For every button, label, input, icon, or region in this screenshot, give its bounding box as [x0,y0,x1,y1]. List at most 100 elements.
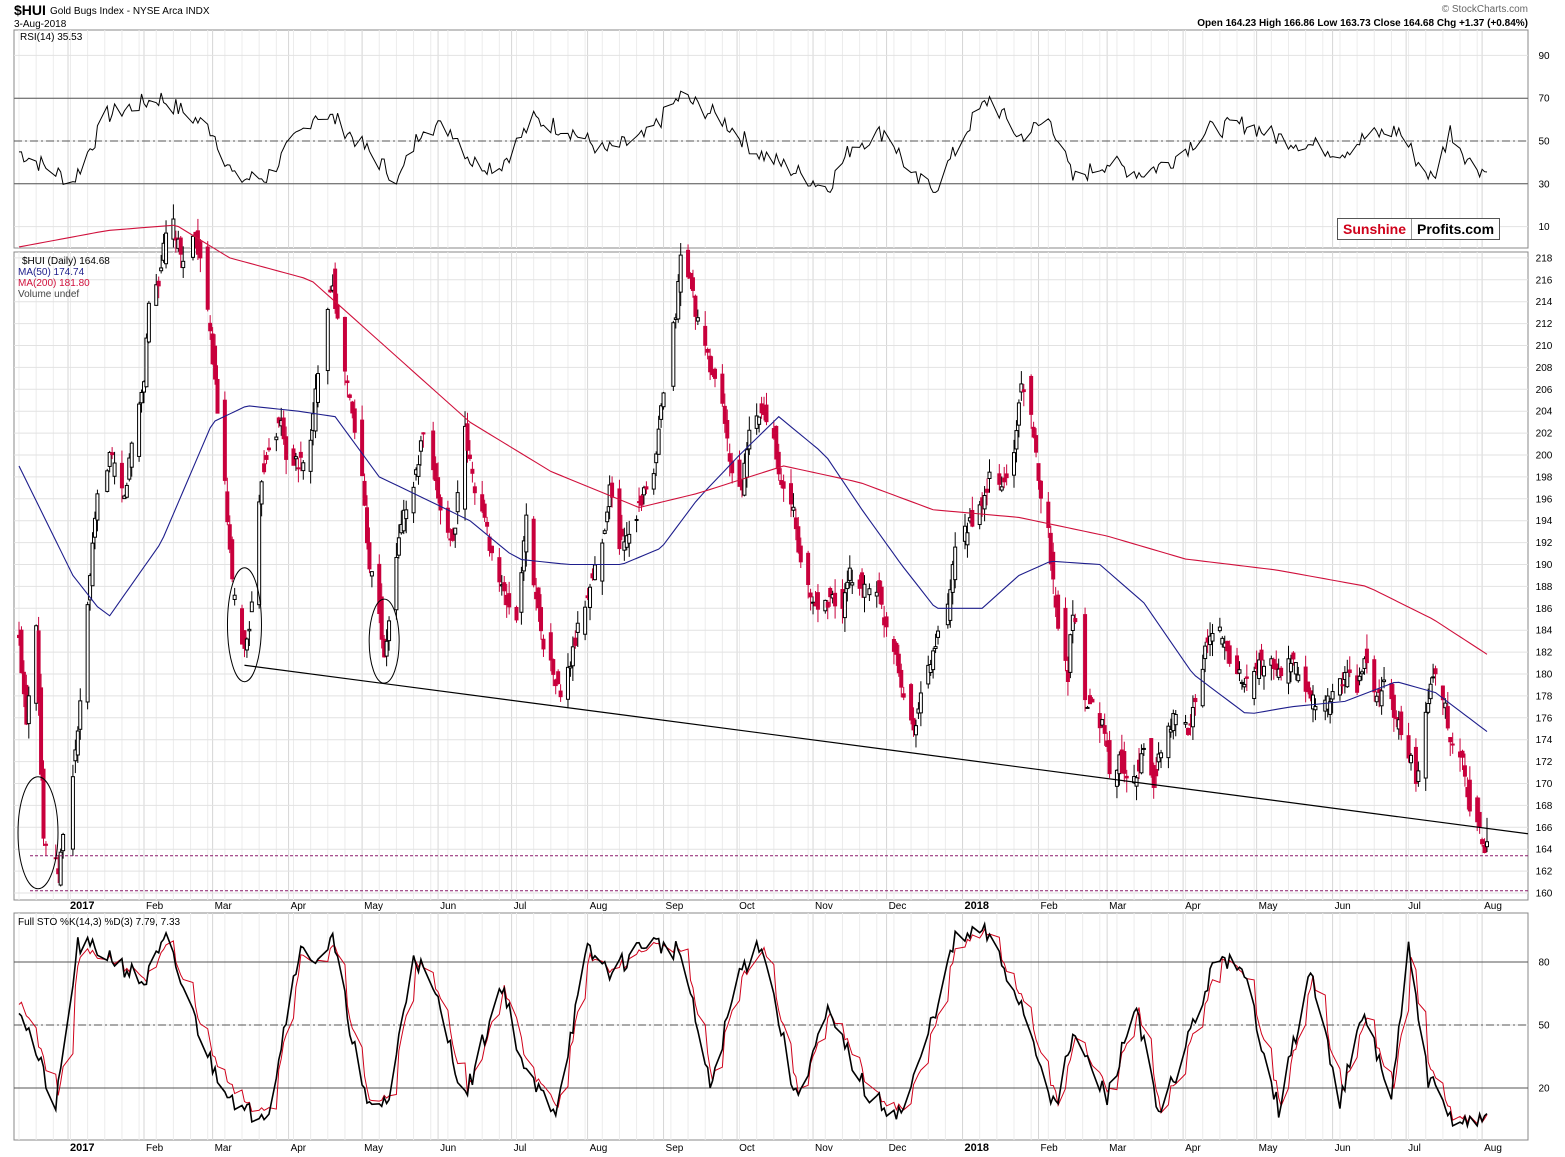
candle-down [470,468,475,474]
month-label: Feb [1041,901,1059,912]
candle-up [404,509,409,520]
candle-up [313,388,318,432]
candle-up [641,487,646,496]
candle-down [367,542,372,570]
candle-up [1296,674,1301,682]
candle-up [1019,383,1024,393]
candle-up [850,582,855,586]
candle-down [639,495,644,506]
candle-down [1477,811,1482,828]
price-tick-label: 182 [1536,648,1553,659]
candle-down [909,684,914,721]
price-tick-label: 216 [1536,275,1553,286]
candle-up [127,457,132,480]
month-label: Apr [1185,901,1201,912]
candle-down [536,587,541,609]
rsi-tick-label: 70 [1538,94,1550,105]
candle-down [879,586,884,605]
rsi-tick-label: 30 [1538,179,1550,190]
sto-d-line [18,927,1488,1125]
candle-down [793,517,798,530]
candle-up [418,440,423,452]
month-label: Jun [1335,1143,1351,1154]
candle-up [249,601,254,613]
candle-up [1012,452,1017,476]
candle-up [247,628,252,632]
price-tick-label: 168 [1536,801,1553,812]
candle-up [521,540,526,572]
candle-up [1382,679,1387,683]
candle-up [144,337,149,388]
candle-down [573,637,578,646]
rsi-label: RSI(14) 35.53 [20,32,83,43]
candle-up [867,588,872,596]
candle-down [110,452,115,456]
candle-down [41,768,46,839]
candle-down [1445,706,1450,729]
candle-up [965,532,970,546]
month-label: Apr [291,901,307,912]
candle-up [1261,665,1266,677]
candle-up [1183,721,1188,725]
ma200-line [18,224,1488,655]
candle-down [610,482,615,498]
candle-down [1259,649,1264,661]
candle-down [619,528,624,537]
candle-up [931,650,936,671]
month-label: May [364,901,383,912]
candle-down [548,632,553,661]
candle-down [39,687,44,775]
candle-up [159,267,164,272]
candle-up [1443,702,1448,709]
candle-down [708,355,713,373]
candle-down [1433,668,1438,675]
candle-up [654,453,659,464]
candle-up [146,302,151,343]
candle-down [1186,727,1191,735]
candle-down [781,481,786,489]
month-label: Mar [1109,901,1127,912]
candle-down [1038,480,1043,499]
price-tick-label: 208 [1536,363,1553,374]
month-label: Mar [215,901,233,912]
candle-up [570,646,575,667]
candle-up [308,439,313,472]
price-tick-label: 186 [1536,604,1553,615]
month-label: Jul [1408,1143,1421,1154]
candle-down [833,592,838,607]
price-tick-label: 212 [1536,319,1553,330]
candle-down [342,316,347,372]
candle-down [1467,779,1472,812]
candle-down [727,453,732,462]
candle-down [1235,655,1240,675]
candle-down [347,394,352,398]
candle-down [808,592,813,598]
candle-up [293,456,298,460]
candle-up [181,260,186,269]
candle-down [1029,375,1034,415]
candle-down [1340,684,1345,687]
candle-down [1065,670,1070,683]
sto-tick-label: 20 [1538,1084,1550,1095]
candle-up [605,511,610,523]
annotation-ellipse-2 [226,567,262,683]
month-label: May [364,1143,383,1154]
candle-down [36,630,41,703]
candle-down [485,521,490,527]
candle-down [644,486,649,490]
candle-down [333,268,338,309]
candle-down [345,380,350,384]
price-tick-label: 188 [1536,582,1553,593]
candle-down [1406,735,1411,759]
year-label: 2018 [965,1142,989,1154]
candle-up [1423,711,1428,779]
price-tick-label: 180 [1536,670,1553,681]
candle-down [798,545,803,563]
candle-up [953,546,958,581]
price-tick-label: 200 [1536,451,1553,462]
candle-up [191,235,196,258]
candle-down [230,539,235,580]
candle-up [757,416,762,425]
candle-up [977,504,982,526]
sto-panel-frame [13,912,1529,1141]
